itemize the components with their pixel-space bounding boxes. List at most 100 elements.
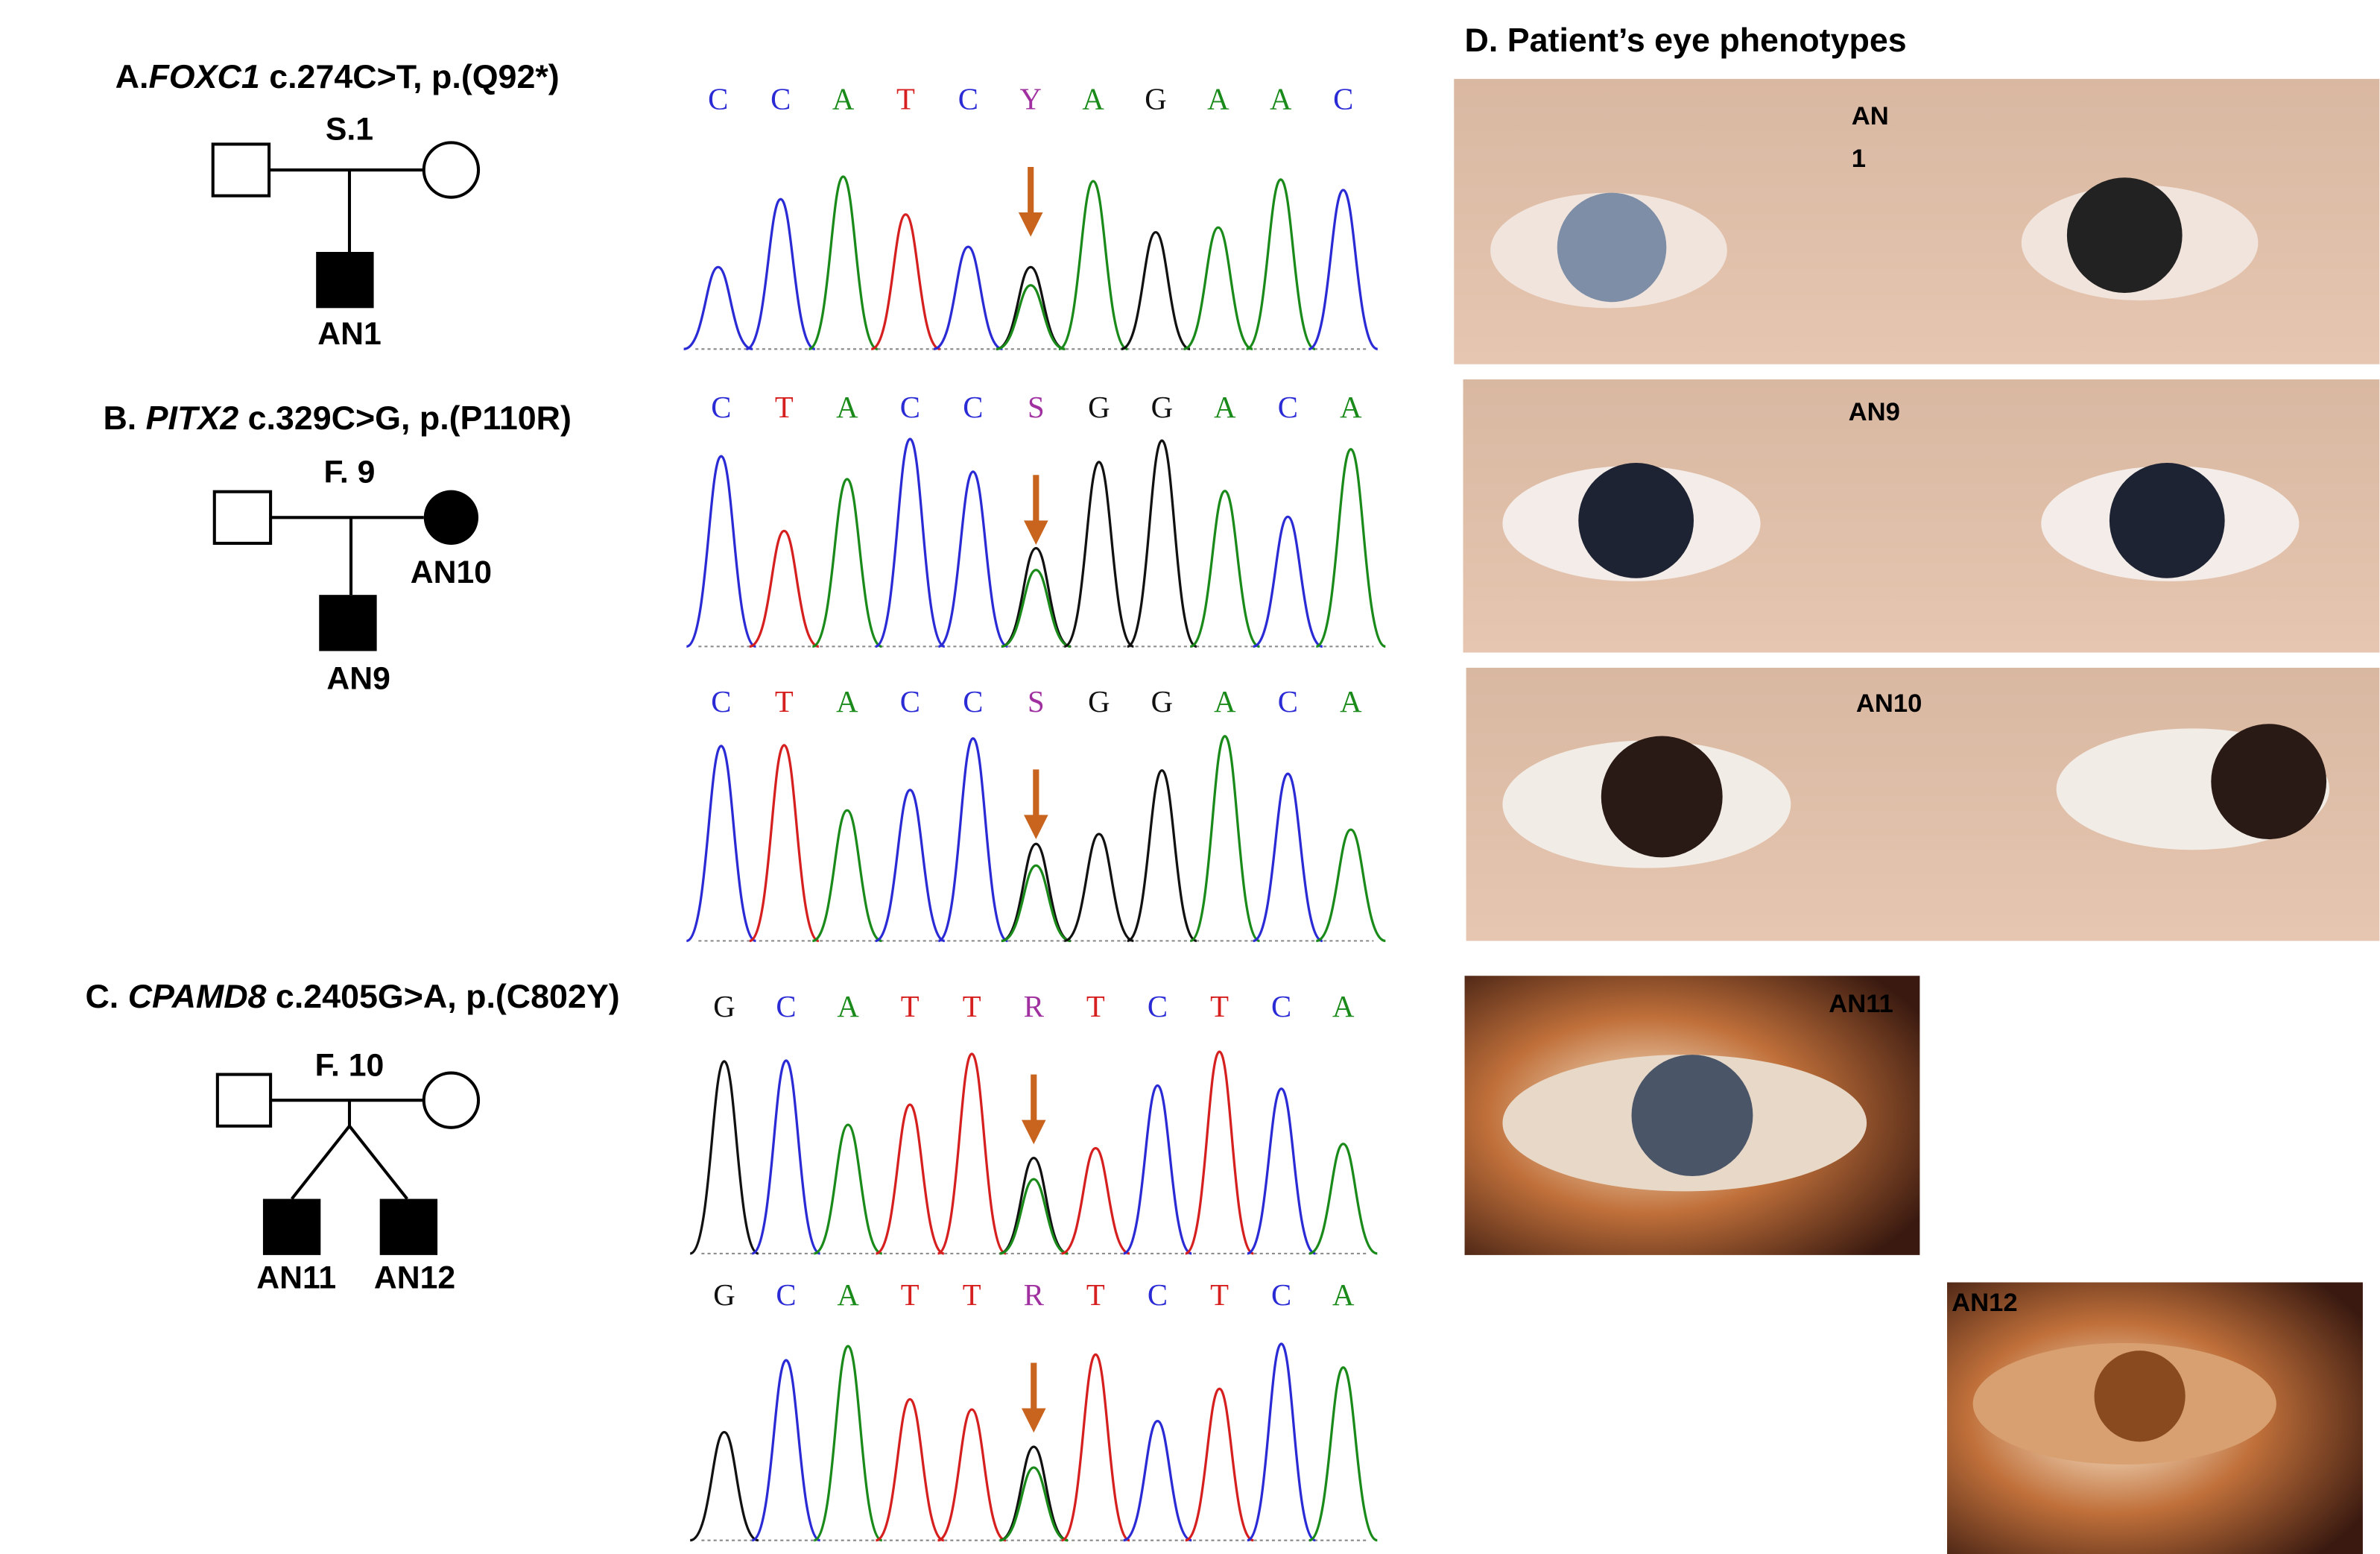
base-call: C	[776, 1278, 796, 1312]
base-call: G	[713, 1278, 735, 1312]
base-call: C	[900, 391, 920, 424]
arrow-head	[1021, 1119, 1046, 1145]
photo-label: AN	[1852, 102, 1889, 130]
base-call: S	[1028, 685, 1045, 718]
base-call: R	[1024, 990, 1045, 1023]
trace-peak	[1253, 772, 1323, 943]
base-call: A	[1340, 685, 1362, 718]
trace-peak	[1001, 842, 1072, 943]
base-call: A	[1270, 83, 1292, 116]
base-call: C	[963, 391, 983, 424]
trace-peak	[686, 745, 756, 943]
pedigree: S.1 AN1	[211, 111, 481, 352]
base-call: C	[711, 391, 731, 424]
photo: AN11	[1464, 976, 1920, 1255]
trace-peak	[1058, 180, 1128, 350]
base-call: T	[963, 1278, 981, 1312]
father	[212, 490, 273, 545]
base-call: C	[770, 83, 791, 116]
base-call: T	[1210, 1278, 1229, 1312]
photo: AN9	[1463, 379, 2380, 653]
trace-peak	[937, 737, 1009, 943]
base-call: A	[836, 391, 858, 424]
trace-peak	[1001, 546, 1072, 648]
gene: PITX2	[146, 399, 239, 437]
trace-peak	[937, 1408, 1007, 1542]
affected-son	[262, 1198, 321, 1255]
member-id: AN12	[374, 1260, 455, 1296]
photo-label: AN12	[1952, 1289, 2017, 1317]
affected-mother	[423, 490, 479, 545]
trace-peak	[1123, 1084, 1192, 1255]
trace-peak	[1308, 1366, 1379, 1542]
arrow-head	[1024, 520, 1048, 545]
variant: c.2405G>A, p.(C802Y)	[266, 978, 619, 1015]
trace-peak	[1001, 569, 1072, 648]
pedigree-line	[269, 168, 424, 252]
trace-peak	[996, 265, 1066, 350]
trace-peak	[1185, 1387, 1254, 1542]
panel-title: A.FOXC1 c.274C>T, p.(Q92*)	[115, 58, 560, 95]
pedigree-line	[270, 1099, 424, 1200]
base-call: C	[958, 83, 978, 116]
trace-peak	[1189, 735, 1261, 943]
base-call: G	[1145, 83, 1166, 116]
family-id: F. 10	[315, 1048, 384, 1084]
trace-peak	[1001, 864, 1072, 943]
trace-peak	[1063, 833, 1134, 943]
trace-peak	[999, 1156, 1069, 1255]
base-call: A	[837, 1278, 859, 1312]
base-call: C	[1271, 990, 1291, 1023]
trace-peak	[875, 438, 946, 648]
trace-peak	[1123, 1419, 1192, 1542]
gene: FOXC1	[148, 58, 259, 95]
photo-label: 1	[1852, 145, 1866, 173]
base-call: T	[775, 391, 794, 424]
trace-peak	[999, 1178, 1069, 1255]
base-call: S	[1028, 391, 1045, 424]
family-id: F. 9	[324, 454, 376, 490]
panel-letter: B.	[103, 399, 136, 437]
base-call: G	[1151, 685, 1173, 718]
pedigree: F. 10 AN11 AN12	[215, 1048, 481, 1296]
base-call: T	[1086, 990, 1105, 1023]
base-call: A	[1207, 83, 1229, 116]
mother	[422, 141, 481, 199]
trace-peak	[1127, 439, 1197, 648]
base-call: C	[711, 685, 731, 718]
photo: AN10	[1466, 667, 2380, 941]
variant: c.329C>G, p.(P110R)	[238, 399, 572, 437]
photo: AN 1	[1454, 78, 2380, 364]
trace-peak	[1185, 1050, 1254, 1255]
base-call: C	[1148, 990, 1168, 1023]
base-call: T	[775, 685, 794, 718]
trace-peak	[1127, 769, 1197, 943]
trace-peak	[933, 245, 1003, 350]
member-id: AN1	[317, 316, 382, 352]
member-id: AN11	[256, 1260, 336, 1296]
trace-peak	[749, 529, 820, 648]
base-call: R	[1024, 1278, 1045, 1312]
trace-peak	[870, 213, 941, 350]
base-call: C	[1148, 1278, 1168, 1312]
trace-peak	[1245, 178, 1316, 350]
trace-peak	[1247, 1342, 1316, 1542]
base-call: A	[1332, 1278, 1355, 1312]
panel-letter: A.	[115, 58, 149, 95]
base-call: A	[837, 990, 859, 1023]
affected-son	[379, 1198, 438, 1255]
trace-peak	[811, 809, 882, 943]
pedigree-line	[270, 516, 424, 596]
arrow-head	[1018, 212, 1043, 237]
base-call: C	[708, 83, 728, 116]
trace-peak	[808, 175, 879, 350]
trace-peak	[1183, 226, 1253, 350]
panel-title: D. Patient’s eye phenotypes	[1465, 22, 1907, 59]
trace-peak	[686, 455, 756, 648]
base-call: T	[901, 1278, 920, 1312]
trace-peak	[689, 1430, 759, 1542]
trace-peak	[999, 1445, 1069, 1542]
member-id: AN10	[411, 555, 492, 590]
trace-peak	[1060, 1353, 1130, 1542]
